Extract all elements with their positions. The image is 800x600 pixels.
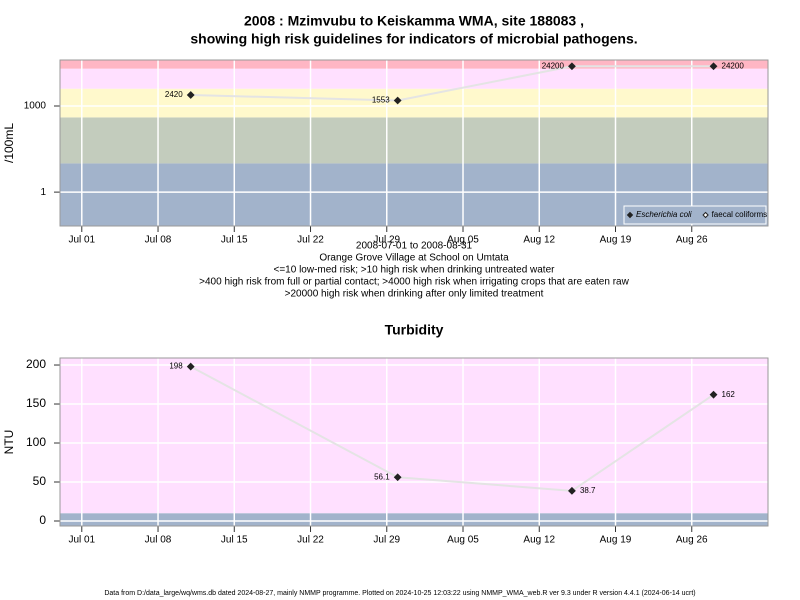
risk-band xyxy=(60,88,768,118)
legend-label: Escherichia coli xyxy=(636,210,692,219)
note: >400 high risk from full or partial cont… xyxy=(199,277,629,288)
data-label: 56.1 xyxy=(374,472,390,481)
y-tick-label: 0 xyxy=(39,513,46,527)
chart-title: Turbidity xyxy=(385,322,444,338)
data-point xyxy=(393,96,402,105)
x-axis-label: 2008-07-01 to 2008-08-31 xyxy=(356,241,473,252)
x-tick-label: Aug 19 xyxy=(600,235,632,246)
legend-marker xyxy=(626,211,634,219)
risk-band xyxy=(60,68,768,89)
data-point xyxy=(568,62,576,71)
x-tick-label: Aug 12 xyxy=(523,535,555,546)
y-tick-label: 1 xyxy=(40,187,46,198)
y-tick-label: 1000 xyxy=(24,101,47,112)
data-label: 162 xyxy=(722,390,736,399)
plot-area xyxy=(60,60,768,226)
x-tick-label: Aug 26 xyxy=(676,535,708,546)
data-point xyxy=(568,486,576,495)
x-tick-label: Aug 19 xyxy=(600,535,632,546)
risk-band xyxy=(60,513,768,526)
plot-area xyxy=(60,358,768,526)
x-tick-label: Aug 26 xyxy=(676,235,708,246)
y-tick-label: 150 xyxy=(26,396,46,410)
note: Orange Grove Village at School on Umtata xyxy=(319,253,509,264)
note: <=10 low-med risk; >10 high risk when dr… xyxy=(274,265,556,276)
data-point xyxy=(186,91,195,99)
plot-border xyxy=(59,59,769,227)
chart-title: 2008 : Mzimvubu to Keiskamma WMA, site 1… xyxy=(244,13,584,29)
x-tick-label: Jul 01 xyxy=(68,235,95,246)
risk-band xyxy=(60,60,768,69)
y-tick-label: 50 xyxy=(33,474,47,488)
x-tick-label: Jul 22 xyxy=(297,235,324,246)
x-tick-label: Jul 01 xyxy=(68,535,95,546)
y-tick-label: 100 xyxy=(26,435,46,449)
x-tick-label: Jul 22 xyxy=(297,535,324,546)
legend-box xyxy=(623,205,767,225)
data-label: 24200 xyxy=(722,61,745,70)
data-point xyxy=(709,390,718,399)
data-point xyxy=(709,62,718,71)
series-line xyxy=(190,365,715,492)
x-tick-label: Jul 29 xyxy=(373,535,400,546)
series-line xyxy=(190,65,714,102)
data-point xyxy=(186,362,195,371)
x-tick-label: Jul 15 xyxy=(221,235,248,246)
data-point xyxy=(393,473,402,482)
legend-label: faecal coliforms xyxy=(712,210,768,219)
data-label: 198 xyxy=(169,362,183,371)
x-tick-label: Aug 05 xyxy=(447,235,479,246)
data-label: 24200 xyxy=(542,61,565,70)
y-axis-label: NTU xyxy=(2,430,16,455)
risk-band xyxy=(60,117,768,164)
x-tick-label: Jul 08 xyxy=(145,235,172,246)
x-tick-label: Jul 29 xyxy=(373,235,400,246)
note: >20000 high risk when drinking after onl… xyxy=(285,289,544,300)
y-tick-label: 200 xyxy=(26,357,46,371)
data-label: 2420 xyxy=(165,90,183,99)
x-tick-label: Jul 08 xyxy=(145,535,172,546)
footer: Data from D:/data_large/wq/wms.db dated … xyxy=(104,590,695,597)
x-tick-label: Jul 15 xyxy=(221,535,248,546)
x-tick-label: Aug 12 xyxy=(523,235,555,246)
plot-border xyxy=(59,357,769,527)
legend-marker xyxy=(702,211,709,219)
data-label: 38.7 xyxy=(580,486,596,495)
data-label: 1553 xyxy=(372,96,390,105)
y-axis-label: /100mL xyxy=(2,123,16,163)
x-tick-label: Aug 05 xyxy=(447,535,479,546)
risk-band xyxy=(60,358,768,514)
chart-title: showing high risk guidelines for indicat… xyxy=(190,31,637,47)
